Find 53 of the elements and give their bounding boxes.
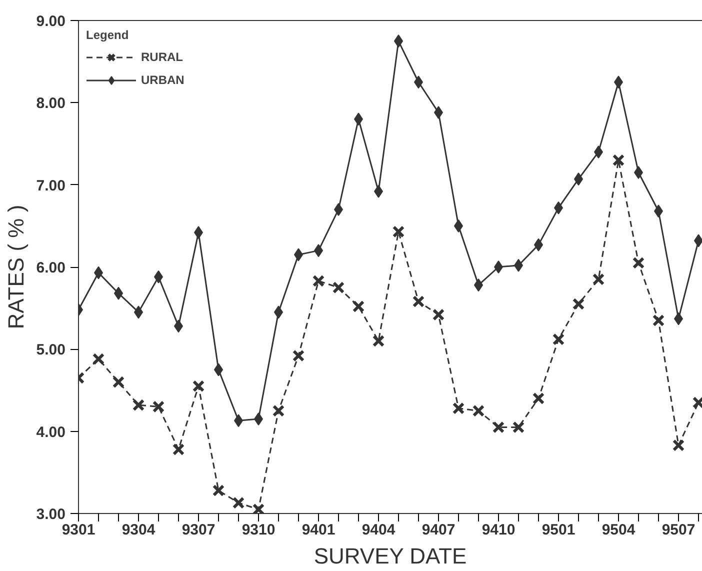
point: [492, 421, 505, 434]
y-tick-label: 6.00: [36, 260, 66, 276]
point: [232, 496, 245, 509]
point: [632, 256, 645, 269]
legend-label: RURAL: [141, 50, 183, 64]
point: [592, 273, 605, 286]
point: [92, 352, 105, 366]
legend-title: Legend: [86, 28, 130, 42]
point: [532, 392, 545, 405]
point: [332, 281, 345, 294]
y-tick-label: 3.00: [36, 506, 66, 523]
point: [432, 308, 445, 321]
point: [372, 334, 385, 348]
point: [652, 314, 665, 327]
point: [352, 300, 365, 313]
y-axis-title: RATES ( % ): [3, 204, 28, 330]
x-tick-label: 9410: [482, 522, 516, 538]
y-tick-label: 8.00: [36, 95, 66, 112]
point: [272, 404, 285, 417]
y-tick-label: 9.00: [36, 13, 66, 30]
x-tick-label: 9301: [62, 522, 96, 538]
x-tick-label: 9401: [302, 522, 336, 538]
point: [472, 404, 485, 417]
point: [612, 154, 625, 166]
point: [392, 226, 405, 238]
point: [112, 376, 125, 388]
point: [152, 400, 165, 413]
point: [412, 295, 425, 308]
x-tick-label: 9404: [362, 522, 396, 538]
point: [172, 443, 185, 456]
point: [572, 298, 585, 310]
x-axis-title: SURVEY DATE: [314, 544, 467, 568]
point: [292, 350, 305, 362]
x-tick-label: 9407: [422, 522, 456, 538]
y-tick-label: 7.00: [36, 177, 66, 194]
point: [312, 274, 325, 288]
x-tick-label: 9307: [182, 522, 216, 538]
point: [212, 484, 225, 497]
x-tick-label: 9304: [122, 522, 156, 538]
x-tick-label: 9501: [542, 522, 576, 538]
point: [452, 402, 465, 414]
point: [552, 333, 565, 346]
point: [512, 421, 525, 434]
point: [672, 439, 685, 452]
x-tick-label: 9507: [662, 522, 696, 538]
x-tick-label: 9310: [242, 522, 276, 538]
legend-label: URBAN: [141, 73, 184, 87]
point: [192, 380, 205, 392]
x-tick-label: 9504: [602, 522, 636, 538]
y-tick-label: 5.00: [36, 342, 66, 359]
point: [252, 503, 265, 514]
y-tick-label: 4.00: [36, 424, 66, 441]
point: [132, 398, 145, 412]
